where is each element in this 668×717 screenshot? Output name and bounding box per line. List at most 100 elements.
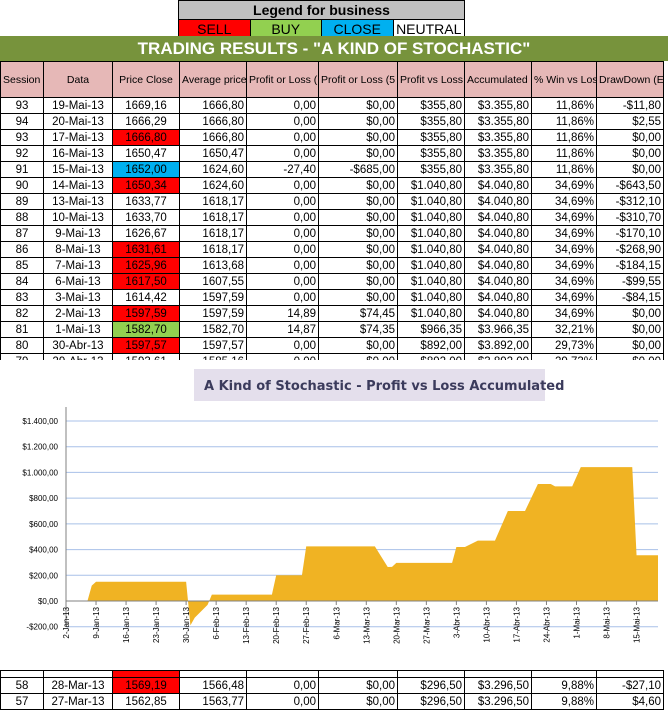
- y-tick-label: $400,00: [29, 546, 58, 555]
- table-cell: 1625,96: [112, 257, 180, 274]
- table-cell: -$685,00: [318, 161, 398, 178]
- table-cell: $1.040,80: [397, 177, 465, 194]
- y-tick-label: $1.000,00: [22, 468, 58, 477]
- table-cell: $0,00: [318, 225, 398, 242]
- table-cell: $4.040,80: [464, 305, 532, 322]
- table-cell: 0,00: [246, 145, 319, 162]
- table-cell: 89: [0, 193, 44, 210]
- x-tick-label: 3-Abr-13: [452, 606, 461, 638]
- table-cell: 30-Abr-13: [43, 337, 113, 354]
- table-cell: [246, 670, 319, 678]
- table-cell: 0,00: [246, 113, 319, 130]
- table-cell: $4.040,80: [464, 257, 532, 274]
- column-header: Accumulated Capital: [464, 61, 532, 98]
- table-cell: $4.040,80: [464, 177, 532, 194]
- table-cell: 10-Mai-13: [43, 209, 113, 226]
- table-cell: 94: [0, 113, 44, 130]
- table-cell: 1618,17: [179, 225, 247, 242]
- table-cell: 93: [0, 97, 44, 114]
- column-header: Price Close: [112, 61, 180, 98]
- table-cell: 1607,55: [179, 273, 247, 290]
- table-cell: 1566,48: [179, 677, 247, 694]
- column-header: Profit vs Loss: [397, 61, 465, 98]
- table-cell: 28-Mar-13: [43, 677, 113, 694]
- table-row: 90 14-Mai-13 1650,34 1624,60 0,00 $0,00 $1.040…: [0, 177, 664, 194]
- table-row: 83 3-Mai-13 1614,42 1597,59 0,00 $0,00 $1.040,…: [0, 289, 664, 306]
- table-cell: 14-Mai-13: [43, 177, 113, 194]
- table-cell: 1669,16: [112, 97, 180, 114]
- table-cell: 83: [0, 289, 44, 306]
- table-row: 93 17-Mai-13 1666,80 1666,80 0,00 $0,00 $355,8…: [0, 129, 664, 146]
- table-row: 82 2-Mai-13 1597,59 1597,59 14,89 $74,45 $1.04…: [0, 305, 664, 322]
- table-cell: 34,69%: [531, 177, 597, 194]
- table-cell: 9,88%: [531, 693, 597, 710]
- table-cell: $3.355,80: [464, 97, 532, 114]
- table-cell: 19-Mai-13: [43, 97, 113, 114]
- table-cell: [464, 670, 532, 678]
- table-cell: 0,00: [246, 225, 319, 242]
- table-cell: 11,86%: [531, 161, 597, 178]
- y-tick-label: $200,00: [29, 571, 58, 580]
- table-cell: $0,00: [596, 337, 664, 354]
- table-cell: $2,55: [596, 113, 664, 130]
- table-cell: 1666,29: [112, 113, 180, 130]
- table-cell: 20-Mai-13: [43, 113, 113, 130]
- table-cell: -$184,15: [596, 257, 664, 274]
- table-cell: -27,40: [246, 161, 319, 178]
- table-cell: 7-Mai-13: [43, 257, 113, 274]
- table-cell: $0,00: [318, 693, 398, 710]
- y-tick-label: -$200,00: [26, 623, 58, 632]
- x-tick-label: 20-Feb-13: [272, 606, 281, 643]
- table-cell: 58: [0, 677, 44, 694]
- legend-neutral: NEUTRAL: [396, 21, 462, 37]
- table-cell: $355,80: [397, 161, 465, 178]
- table-cell: 0,00: [246, 241, 319, 258]
- table-cell: $3.892,00: [464, 337, 532, 354]
- table-cell: 0,00: [246, 209, 319, 226]
- table-cell: $4.040,80: [464, 209, 532, 226]
- x-tick-label: 17-Abr-13: [512, 606, 521, 642]
- table-row: 92 16-Mai-13 1650,47 1650,47 0,00 $0,00 $355,8…: [0, 145, 664, 162]
- table-row: 94 20-Mai-13 1666,29 1666,80 0,00 $0,00 $355,8…: [0, 113, 664, 130]
- table-cell: 93: [0, 129, 44, 146]
- table-cell: 34,69%: [531, 209, 597, 226]
- legend-sell: SELL: [179, 20, 251, 38]
- table-cell: 1618,17: [179, 209, 247, 226]
- table-cell: $355,80: [397, 97, 465, 114]
- x-tick-label: 8-Mai-13: [603, 606, 612, 638]
- table-row: 80 30-Abr-13 1597,57 1597,57 0,00 $0,00 $892,0…: [0, 337, 664, 354]
- table-cell: 1569,19: [112, 677, 180, 694]
- table-cell: 1582,70: [179, 321, 247, 338]
- table-cell: $296,50: [397, 677, 465, 694]
- x-tick-label: 6-Mar-13: [332, 606, 341, 639]
- table-cell: $0,00: [318, 193, 398, 210]
- table-row: 85 7-Mai-13 1625,96 1613,68 0,00 $0,00 $1.040,…: [0, 257, 664, 274]
- table-cell: 1597,59: [179, 289, 247, 306]
- table-cell: $0,00: [596, 161, 664, 178]
- table-cell: $0,00: [596, 353, 664, 360]
- table-cell: -$643,50: [596, 177, 664, 194]
- table-cell: 80: [0, 337, 44, 354]
- table-cell: 57: [0, 693, 44, 710]
- x-tick-label: 23-Jan-13: [152, 606, 161, 643]
- table-cell: 0,00: [246, 257, 319, 274]
- table-cell: 1624,60: [179, 161, 247, 178]
- table-cell: 0,00: [246, 677, 319, 694]
- table-cell: $355,80: [397, 145, 465, 162]
- table-cell: 1562,85: [112, 693, 180, 710]
- table-row: 84 6-Mai-13 1617,50 1607,55 0,00 $0,00 $1.040,…: [0, 273, 664, 290]
- table-cell: 92: [0, 145, 44, 162]
- y-tick-label: $1.200,00: [22, 443, 58, 452]
- x-tick-label: 9-Jan-13: [92, 606, 101, 638]
- table-cell: 9-Mai-13: [43, 225, 113, 242]
- table-cell: 6-Mai-13: [43, 273, 113, 290]
- table-cell: $1.040,80: [397, 305, 465, 322]
- table-cell: 2-Mai-13: [43, 305, 113, 322]
- table-cell: $0,00: [318, 337, 398, 354]
- x-tick-label: 27-Mar-13: [422, 606, 431, 643]
- legend-title: Legend for business: [179, 1, 464, 19]
- table-cell: [179, 670, 247, 678]
- table-cell: 15-Mai-13: [43, 161, 113, 178]
- chart-title-box: [194, 369, 545, 401]
